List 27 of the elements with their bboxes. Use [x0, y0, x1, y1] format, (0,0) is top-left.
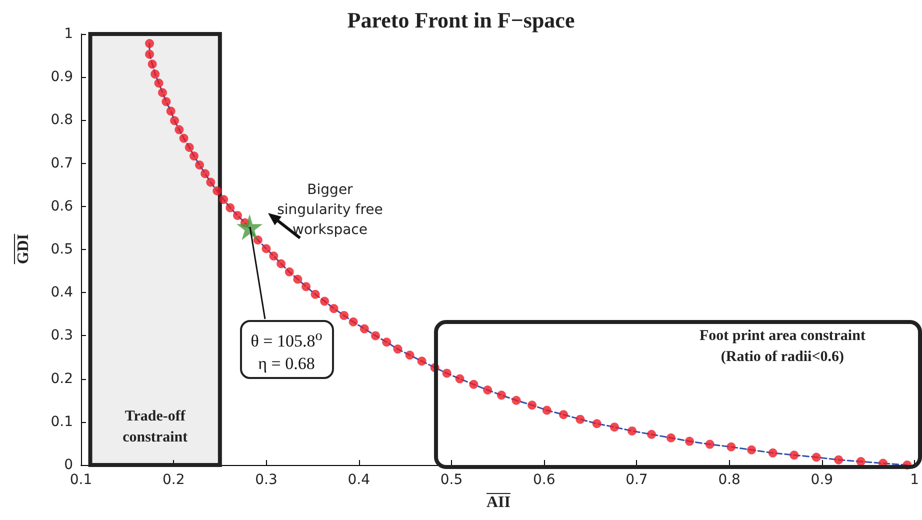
annotation: θ = 105.8$^{o}$ η = 0.68 — [240, 320, 334, 380]
y-tick-label: 0.7 — [50, 155, 73, 172]
x-tick-label: 0.2 — [162, 472, 185, 488]
x-tick-label: 0.8 — [718, 472, 740, 488]
annotation: Foot print area constraint (Ratio of radii<0.6) — [698, 327, 866, 368]
y-tick-label: 0.9 — [50, 69, 73, 86]
x-tick-label: 0.7 — [626, 472, 648, 488]
y-tick-label: 1 — [64, 26, 73, 42]
y-tick-label: 0.1 — [50, 414, 73, 430]
y-tick-label: 0.5 — [50, 242, 73, 258]
y-tick-label: 0 — [64, 457, 73, 473]
x-axis-title: AII — [485, 494, 512, 512]
x-tick-label: 0.6 — [532, 472, 556, 488]
y-tick-label: 0.3 — [50, 328, 73, 344]
x-tick-label: 0.5 — [440, 472, 463, 488]
x-tick-label: 1 — [910, 472, 920, 488]
y-tick-label: 0.4 — [50, 284, 74, 301]
annotation: Bigger singularity free workspace — [276, 181, 384, 240]
x-tick-label: 0.3 — [255, 472, 278, 488]
y-axis-title: GDI — [15, 232, 33, 266]
chart-title: Pareto Front in F−space — [347, 8, 575, 32]
y-tick-label: 0.2 — [50, 370, 73, 387]
x-tick-label: 0.9 — [810, 472, 834, 488]
x-tick-label: 0.4 — [348, 472, 370, 488]
y-tick-label: 0.8 — [50, 112, 73, 128]
y-tick-label: 0.6 — [50, 198, 74, 214]
band-label: Trade-off constraint — [122, 408, 188, 446]
